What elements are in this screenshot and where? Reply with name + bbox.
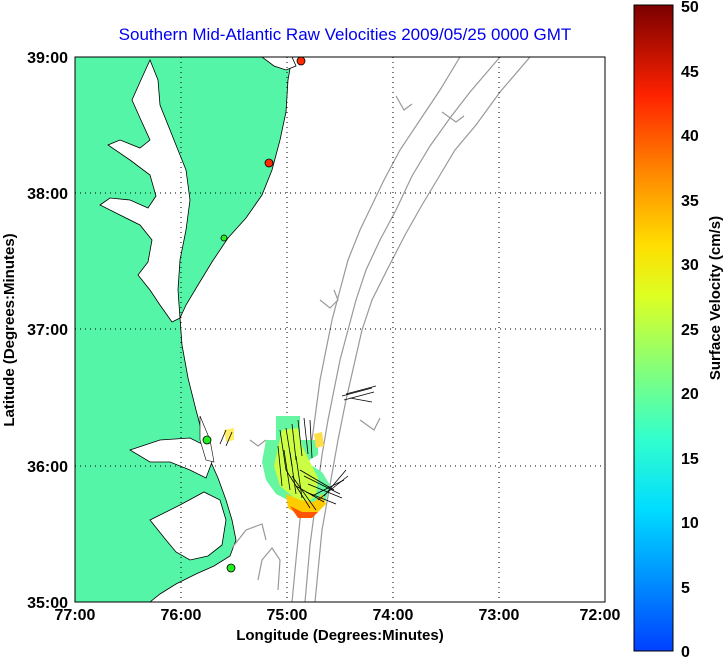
y-axis-ticks: 35:00 36:00 37:00 38:00 39:00	[27, 50, 68, 612]
gridlines	[75, 57, 605, 602]
velocity-vectors	[219, 385, 377, 511]
land-mass	[75, 57, 293, 602]
velocity-patch-nearshore	[224, 428, 234, 442]
x-tick-label: 74:00	[373, 607, 414, 624]
colorbar: 0 5 10 15 20 25 30 35 40 45 50 Surface V…	[633, 0, 724, 659]
station-marker	[202, 435, 212, 445]
velocity-patch-yellow	[274, 428, 318, 506]
y-tick-label: 35:00	[27, 595, 68, 612]
velocity-field	[224, 416, 330, 518]
x-tick-label: 77:00	[55, 607, 96, 624]
colorbar-tick-label: 20	[681, 386, 699, 403]
colorbar-tick-label: 10	[681, 515, 699, 532]
station-marker	[220, 234, 228, 242]
colorbar-tick-label: 35	[681, 193, 699, 210]
delaware-bay	[261, 57, 297, 71]
x-tick-label: 75:00	[267, 607, 308, 624]
colorbar-tick-label: 15	[681, 451, 699, 468]
station-marker	[264, 158, 274, 168]
colorbar-tick-label: 25	[681, 322, 699, 339]
colorbar-ticks: 0 5 10 15 20 25 30 35 40 45 50	[681, 0, 699, 659]
velocity-patch-offshore	[314, 432, 324, 448]
colorbar-tick-label: 5	[681, 580, 690, 597]
map-frame	[74, 56, 606, 603]
y-tick-label: 39:00	[27, 50, 68, 67]
y-tick-label: 37:00	[27, 322, 68, 339]
colorbar-tick-label: 45	[681, 64, 699, 81]
colorbar-scale	[633, 4, 674, 652]
colorbar-tick-label: 30	[681, 257, 699, 274]
y-tick-label: 36:00	[27, 459, 68, 476]
x-axis-label: Longitude (Degrees:Minutes)	[236, 627, 444, 644]
chesapeake-bay	[99, 58, 191, 323]
x-axis-ticks: 77:00 76:00 75:00 74:00 73:00 72:00	[55, 607, 621, 624]
radar-stations	[202, 57, 306, 573]
station-marker	[296, 57, 306, 66]
colorbar-label: Surface Velocity (cm/s)	[707, 216, 724, 380]
map-panel	[75, 57, 605, 602]
x-tick-label: 72:00	[580, 607, 621, 624]
y-axis-label: Latitude (Degrees:Minutes)	[1, 233, 18, 426]
pamlico-sound	[149, 491, 227, 561]
x-tick-label: 76:00	[161, 607, 202, 624]
y-tick-label: 38:00	[27, 186, 68, 203]
velocity-patch-red	[290, 506, 318, 518]
colorbar-tick-label: 0	[681, 644, 690, 659]
colorbar-tick-label: 40	[681, 128, 699, 145]
colorbar-tick-label: 50	[681, 0, 699, 16]
figure-title: Southern Mid-Atlantic Raw Velocities 200…	[119, 25, 572, 44]
albemarle-sound	[129, 437, 213, 479]
station-marker	[226, 563, 236, 573]
x-tick-label: 73:00	[479, 607, 520, 624]
